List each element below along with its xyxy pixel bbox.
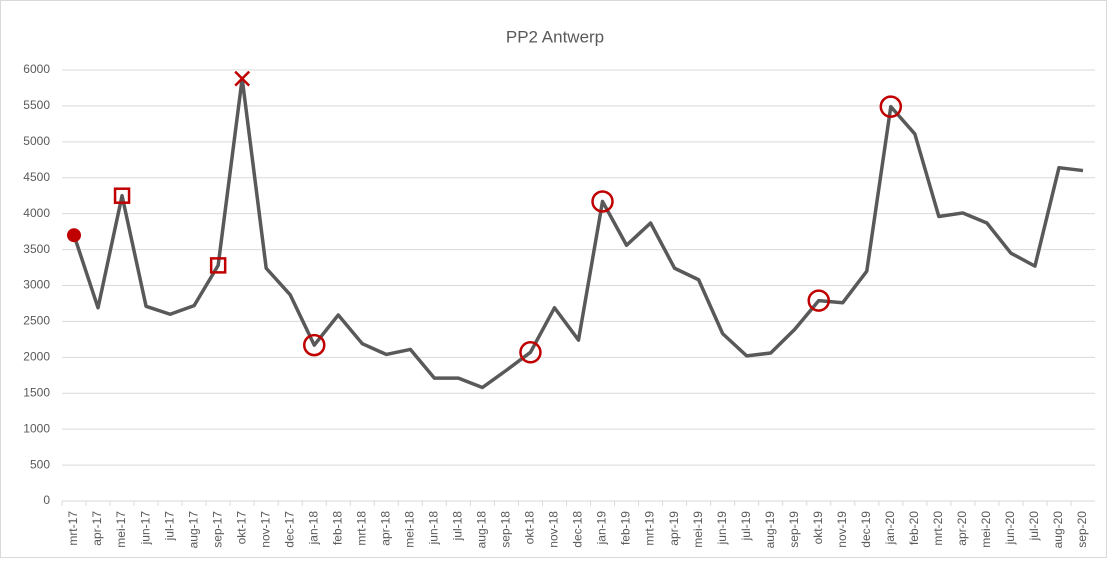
- x-tick-label: aug-18: [475, 511, 489, 549]
- y-tick-label: 500: [30, 457, 50, 471]
- x-tick-label: aug-17: [186, 511, 200, 549]
- x-tick-label: jan-20: [883, 511, 897, 546]
- x-tick-label: okt-18: [523, 511, 537, 545]
- marker: [879, 95, 903, 118]
- x-tick-label: feb-19: [619, 511, 633, 545]
- marker: [234, 70, 251, 87]
- x-tick-label: apr-17: [90, 511, 104, 546]
- chart-title: PP2 Antwerp: [506, 27, 604, 46]
- x-tick-label: dec-18: [571, 511, 585, 548]
- marker: [519, 341, 542, 364]
- marker: [67, 228, 82, 243]
- y-tick-label: 6000: [23, 62, 50, 76]
- x-tick-label: jun-18: [427, 511, 441, 546]
- x-tick-label: jul-18: [451, 511, 465, 542]
- x-tick-label: mrt-20: [931, 511, 945, 546]
- x-tick-label: mrt-18: [354, 511, 368, 546]
- marker: [113, 187, 131, 204]
- x-tick-label: apr-18: [378, 511, 392, 546]
- x-tick-label: okt-17: [234, 511, 248, 545]
- y-tick-label: 5000: [23, 134, 50, 148]
- marker: [591, 190, 614, 213]
- x-tick-label: jun-17: [138, 511, 152, 546]
- x-tick-label: nov-18: [547, 511, 561, 548]
- x-tick-label: mrt-17: [66, 511, 80, 546]
- x-tick-label: dec-17: [282, 511, 296, 548]
- x-tick-label: aug-20: [1051, 511, 1065, 549]
- x-tick-label: jun-20: [1003, 511, 1017, 546]
- x-tick-label: mei-19: [691, 511, 705, 548]
- x-tick-label: jan-19: [595, 511, 609, 546]
- y-tick-label: 3000: [23, 278, 50, 292]
- x-tick-label: aug-19: [763, 511, 777, 549]
- x-tick-label: sep-20: [1075, 511, 1089, 548]
- x-tick-label: apr-19: [667, 511, 681, 546]
- x-tick-label: feb-20: [907, 511, 921, 545]
- y-tick-label: 0: [43, 493, 50, 507]
- x-tick-label: sep-17: [210, 511, 224, 548]
- marker: [302, 333, 326, 357]
- x-tick-label: nov-17: [258, 511, 272, 548]
- y-tick-label: 1000: [23, 421, 50, 435]
- y-tick-label: 2500: [23, 314, 50, 328]
- x-tick-label: jul-20: [1027, 511, 1041, 542]
- y-tick-label: 3500: [23, 242, 50, 256]
- y-tick-label: 4000: [23, 206, 50, 220]
- marker: [209, 257, 227, 274]
- x-tick-label: sep-19: [787, 511, 801, 548]
- x-tick-label: jul-19: [739, 511, 753, 542]
- y-tick-label: 4500: [23, 170, 50, 184]
- x-tick-label: mei-18: [403, 511, 417, 548]
- y-tick-label: 1500: [23, 385, 50, 399]
- x-tick-label: apr-20: [955, 511, 969, 546]
- x-tick-label: mrt-19: [643, 511, 657, 546]
- x-tick-label: jan-18: [306, 511, 320, 546]
- x-tick-label: sep-18: [499, 511, 513, 548]
- y-tick-label: 5500: [23, 98, 50, 112]
- y-tick-label: 2000: [23, 350, 50, 364]
- x-tick-label: dec-19: [859, 511, 873, 548]
- x-tick-label: nov-19: [835, 511, 849, 548]
- x-tick-label: okt-19: [811, 511, 825, 545]
- x-tick-label: mei-17: [114, 511, 128, 548]
- x-tick-label: jul-17: [162, 511, 176, 542]
- x-tick-label: feb-18: [330, 511, 344, 545]
- x-tick-label: mei-20: [979, 511, 993, 548]
- marker: [807, 289, 830, 312]
- x-tick-label: jun-19: [715, 511, 729, 546]
